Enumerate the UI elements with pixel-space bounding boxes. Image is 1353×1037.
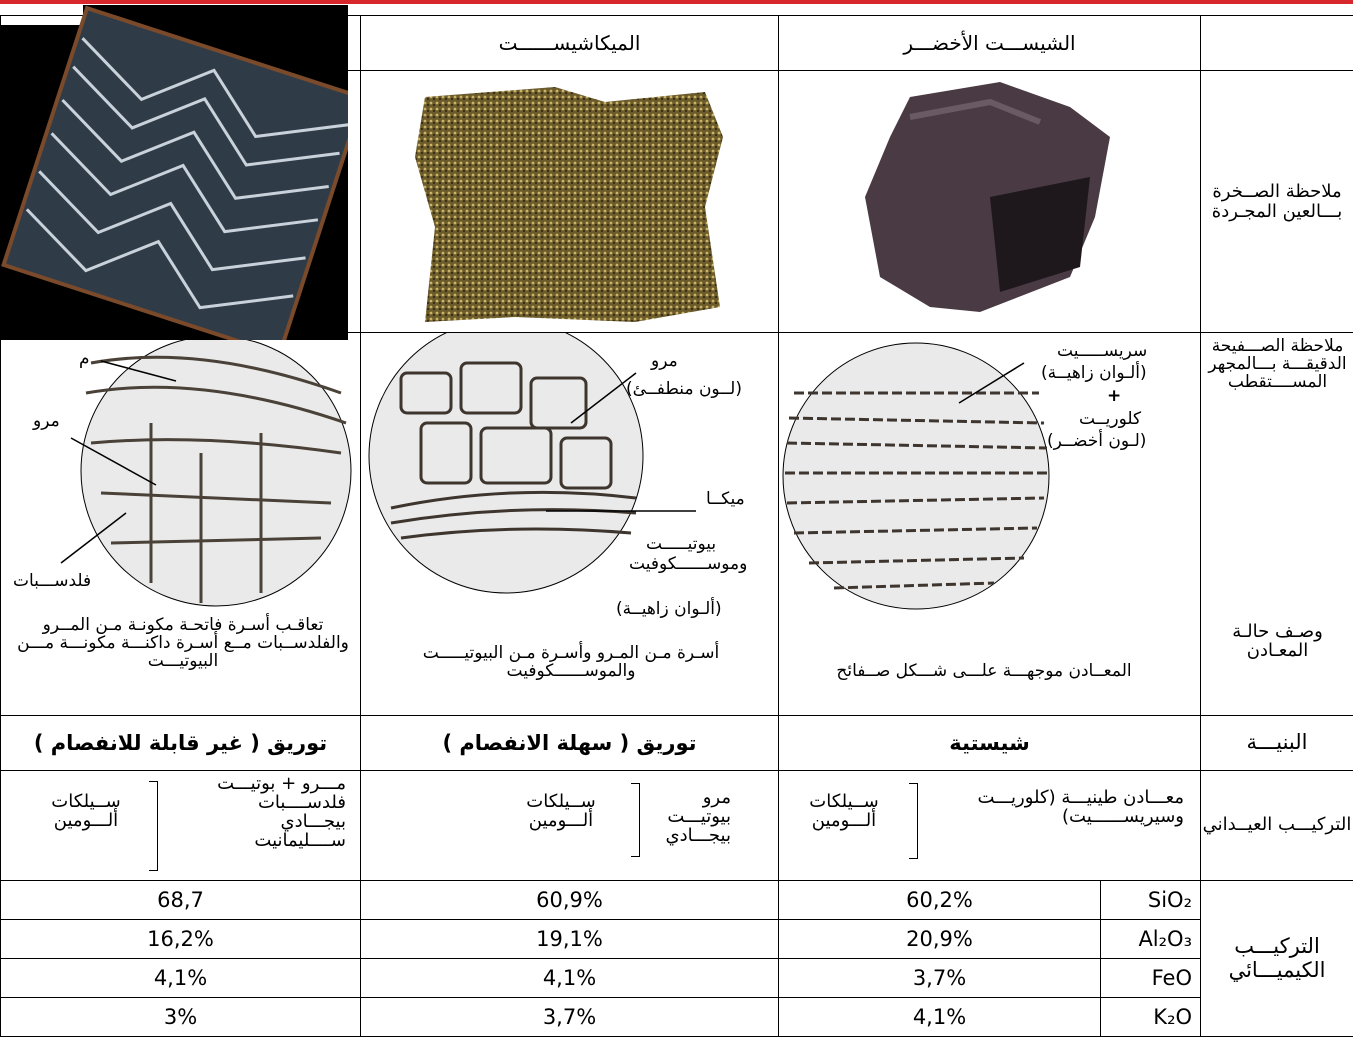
mineral-list: مرو بيوتيـــت بيجـــادي — [661, 787, 731, 846]
header-cell — [1200, 15, 1353, 71]
mineral: بيجـــادي — [280, 810, 346, 832]
description: المعــادن موجهـــة علـــى شـــكل صــفائح — [836, 661, 1132, 681]
formula-cell: Al₂O₃ — [1099, 919, 1202, 959]
annotation: مرو — [651, 351, 678, 371]
annotation: وموســــــكوفيت — [629, 554, 748, 574]
annotation: (ألـوان زاهيــة) — [616, 599, 722, 619]
top-rule — [0, 0, 1353, 4]
value-cell: 3,7% — [778, 958, 1101, 998]
group: ســيلكات ألـــومين — [809, 791, 879, 831]
mineral: فلدســــبات — [257, 791, 346, 813]
micro-cell: م مرو فلدســـبات تعاقـب أسـرة فاتحـة مكو… — [0, 332, 361, 716]
value-cell: 4,1% — [778, 997, 1101, 1037]
chemical-row: 16,2% 19,1% 20,9% Al₂O₃ — [0, 919, 1353, 959]
chemical-rows: 68,7 60,9% 60,2% SiO₂ التركيـــب الكيميـــائ… — [0, 880, 1353, 1037]
mineral-list: معـــادن طينيـــة (كلوريـــت وسيريســـــ… — [919, 787, 1184, 827]
mineral: مـــرو + بوتيـــت — [217, 773, 346, 794]
green-schist-photo — [864, 81, 1110, 312]
annotation: (ألـوان زاهيــة) — [1041, 363, 1147, 383]
row-label-text: ملاحظة الصـــفيحة الدقيقـــة بـــالمجهر … — [1208, 336, 1347, 392]
structure-cell: توريق ( غير قابلة للانفصام ) — [0, 715, 361, 771]
annotation: فلدســـبات — [13, 571, 92, 591]
chemical-row: 3% 3,7% 4,1% K₂O — [0, 997, 1353, 1037]
micaschist-photo — [414, 86, 723, 322]
mineral: وسيريســــــيت) — [1062, 805, 1184, 827]
mineral-list: مـــرو + بوتيـــت فلدســــبات بيجـــادي … — [217, 773, 346, 851]
group: ســيلكات ألـــومين — [526, 791, 596, 831]
micaschist-thin-section — [368, 333, 696, 594]
bracket — [149, 781, 158, 871]
header-cell: الشيســـت الأخضـــر — [777, 15, 1202, 71]
mineral: بيوتيـــت — [667, 805, 731, 827]
micro-cell: مرو (لــون منطفــئ) ميكــا بيوتيـــــت و… — [360, 332, 779, 716]
bracket — [909, 783, 918, 859]
header-cell: الميكاشيســــــت — [360, 15, 779, 71]
gneiss-thin-section — [60, 335, 352, 607]
value-cell: 3,7% — [360, 997, 779, 1037]
description: تعاقـب أسـرة فاتحـة مكونـة مـن المــرو و… — [17, 615, 349, 671]
value-cell: 4,1% — [0, 958, 361, 998]
row-label: ملاحظة الصــخرة بـــالعين المجـردة — [1200, 70, 1353, 333]
structure-cell: شيستية — [777, 715, 1202, 771]
annotation: (لـون أخضــر) — [1047, 431, 1147, 451]
value-cell: 3% — [0, 997, 361, 1037]
bracket — [631, 783, 640, 857]
annotation: (لــون منطفــئ) — [626, 379, 742, 399]
chemical-row: 68,7 60,9% 60,2% SiO₂ التركيـــب الكيميـــائ… — [0, 880, 1353, 1037]
value-cell: 19,1% — [360, 919, 779, 959]
mineral-cell: مرو بيوتيـــت بيجـــادي ســيلكات ألـــوم… — [360, 770, 779, 881]
mineral: معـــادن طينيـــة (كلوريـــت — [977, 787, 1184, 808]
micro-cell: سريســـــيت (ألـوان زاهيــة) + كلوريــت … — [777, 332, 1202, 716]
formula-cell: K₂O — [1099, 997, 1202, 1037]
mineral: بيجـــادي — [665, 824, 731, 846]
row-label: التركيـــب الكيميـــائي — [1200, 880, 1353, 1037]
value-cell: 4,1% — [360, 958, 779, 998]
annotation: سريســـــيت — [1057, 341, 1148, 361]
value-cell: 60,9% — [360, 880, 779, 920]
photo-cell — [360, 70, 779, 333]
annotation: كلوريــت — [1079, 409, 1142, 429]
group: ســيلكات ألـــومين — [51, 791, 121, 831]
row-label-text: وصـف حالـة المعـادن — [1232, 621, 1323, 661]
value-cell: 60,2% — [778, 880, 1101, 920]
comparison-table: الغنايس الميكاشيســــــت الشيســـت الأخض… — [0, 15, 1353, 1037]
value-cell: 20,9% — [778, 919, 1101, 959]
annotation: ميكــا — [706, 489, 745, 509]
annotation: + — [1107, 386, 1122, 406]
formula-cell: SiO₂ — [1099, 880, 1202, 920]
description: أسـرة مـن المـرو وأسـرة مـن البيوتيـــــ… — [422, 643, 720, 681]
annotation: م — [79, 349, 90, 369]
formula-cell: FeO — [1099, 958, 1202, 998]
gneiss-photo — [0, 5, 348, 340]
annotation: بيوتيـــــت — [646, 534, 717, 554]
row-label: التركيـــب العيــداني — [1200, 770, 1353, 881]
mineral: مرو — [702, 787, 731, 808]
mineral-cell: معـــادن طينيـــة (كلوريـــت وسيريســـــ… — [777, 770, 1202, 881]
annotation: مرو — [33, 411, 60, 431]
structure-cell: توريق ( سهلة الانفصام ) — [360, 715, 779, 771]
value-cell: 16,2% — [0, 919, 361, 959]
row-label: البنيـــة — [1200, 715, 1353, 771]
green-schist-thin-section — [782, 342, 1050, 610]
value-cell: 68,7 — [0, 880, 361, 920]
mineral: ســــليمانيت — [254, 829, 346, 851]
mineral-cell: مـــرو + بوتيـــت فلدســــبات بيجـــادي … — [0, 770, 361, 881]
row-label: ملاحظة الصـــفيحة الدقيقـــة بـــالمجهر … — [1200, 332, 1353, 716]
chemical-row: 4,1% 4,1% 3,7% FeO — [0, 958, 1353, 998]
photo-cell — [777, 70, 1202, 333]
